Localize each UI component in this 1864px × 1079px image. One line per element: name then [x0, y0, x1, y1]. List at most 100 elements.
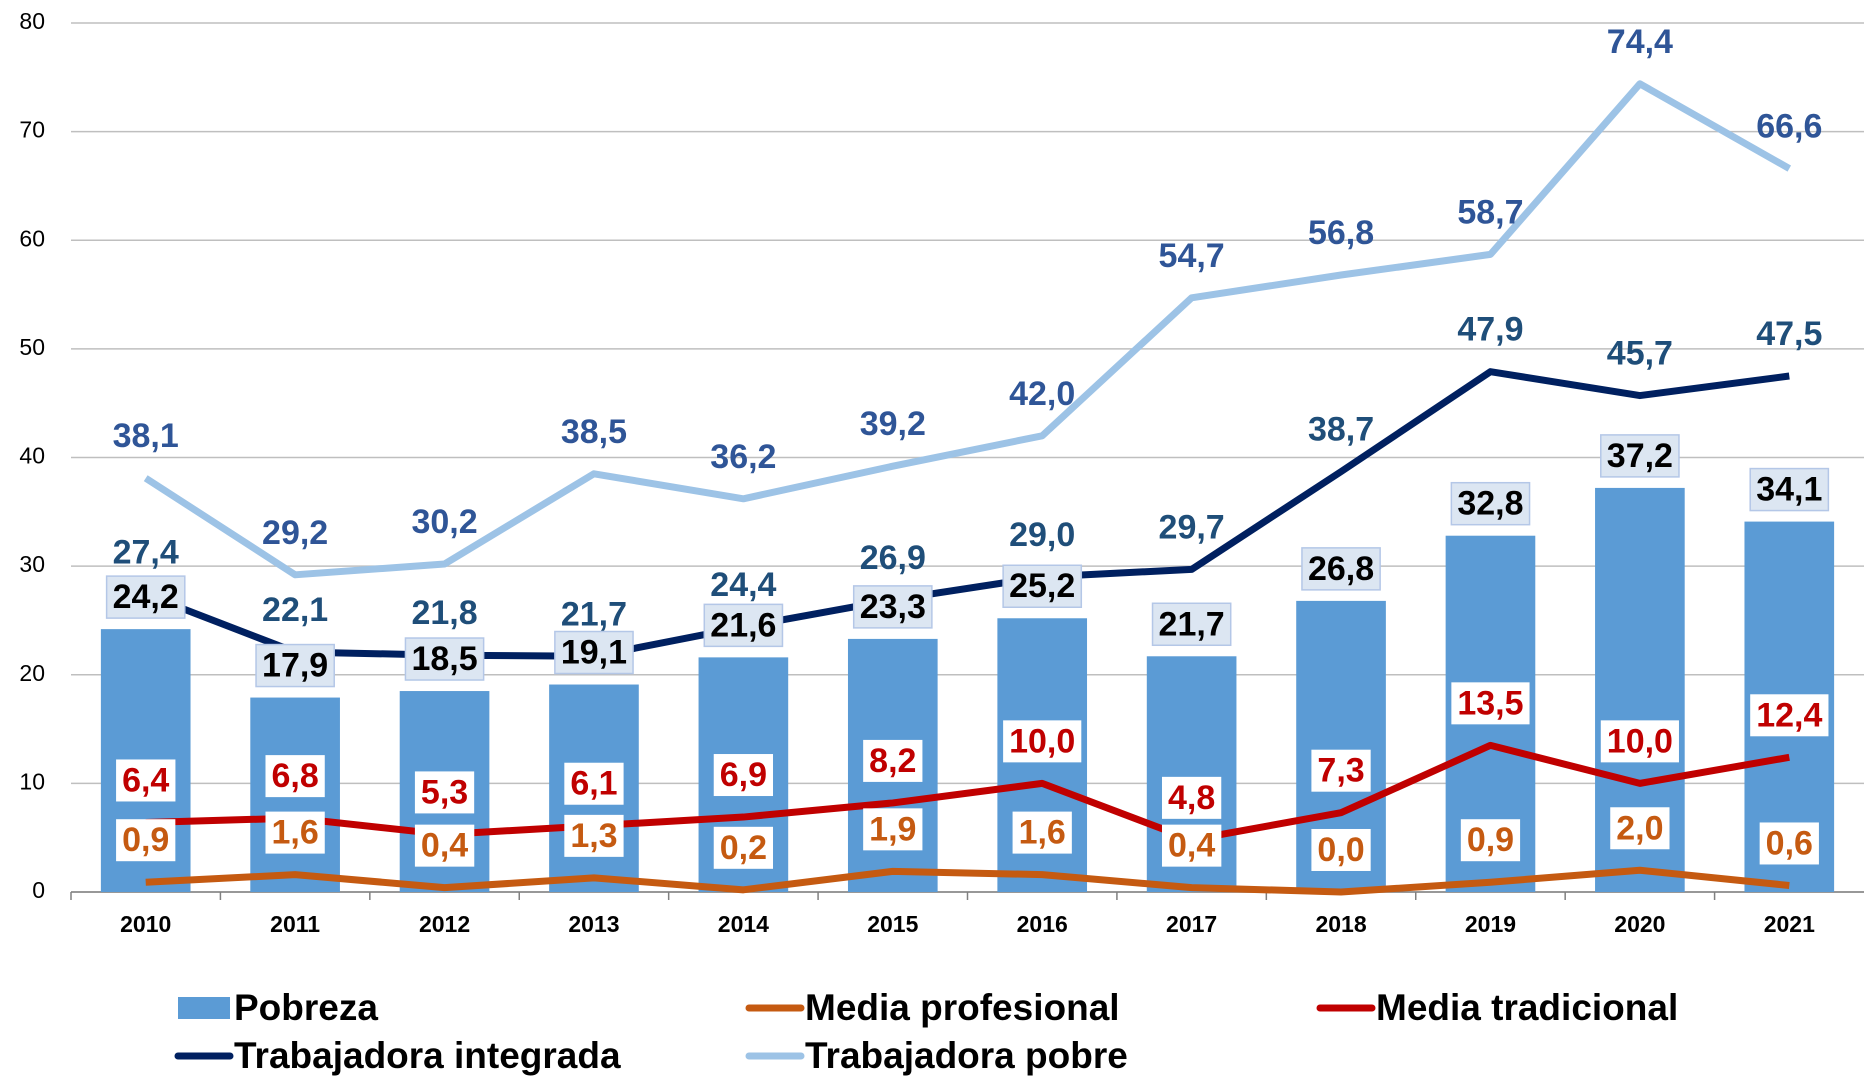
- data-label-group: 18,5: [404, 637, 485, 681]
- x-tick-label: 2017: [1166, 911, 1217, 937]
- data-label-group: 29,2: [262, 514, 328, 552]
- data-label-group: 6,4: [116, 759, 176, 802]
- x-tick-label: 2010: [120, 911, 171, 937]
- data-label: 29,2: [262, 514, 328, 552]
- data-label-group: 1,6: [265, 811, 325, 854]
- legend-swatch: [178, 997, 230, 1019]
- data-label-group: 5,3: [414, 771, 475, 814]
- data-label-group: 0,2: [713, 826, 774, 869]
- data-label-group: 10,0: [1600, 720, 1679, 763]
- data-label: 5,3: [421, 773, 468, 811]
- y-tick-label: 0: [32, 877, 45, 903]
- data-label-group: 24,2: [105, 575, 186, 619]
- data-label: 10,0: [1607, 722, 1673, 760]
- data-label-group: 54,7: [1159, 237, 1225, 275]
- label-background: [414, 771, 475, 814]
- data-label: 47,9: [1457, 311, 1523, 349]
- data-label: 13,5: [1457, 684, 1523, 722]
- data-label: 4,8: [1168, 779, 1215, 817]
- data-label-group: 42,0: [1009, 375, 1075, 413]
- data-label: 29,0: [1009, 516, 1075, 554]
- label-background: [863, 808, 923, 851]
- data-label: 19,1: [561, 634, 627, 672]
- data-label: 0,2: [720, 829, 767, 867]
- data-label: 42,0: [1009, 375, 1075, 413]
- data-label-group: 29,7: [1159, 508, 1225, 546]
- label-background: [1311, 749, 1371, 792]
- line: [145, 866, 1790, 896]
- data-label-group: 22,1: [262, 591, 328, 629]
- data-label-group: 66,6: [1756, 108, 1822, 146]
- label-background: [1749, 467, 1830, 512]
- line: [145, 741, 1790, 844]
- data-label: 7,3: [1317, 752, 1364, 790]
- data-label-group: 56,8: [1308, 214, 1374, 252]
- data-label: 66,6: [1756, 108, 1822, 146]
- data-label-group: 24,4: [710, 566, 776, 604]
- label-background: [1750, 694, 1829, 737]
- data-label-group: 21,7: [1151, 602, 1232, 647]
- legend-label: Media tradicional: [1376, 987, 1678, 1028]
- data-label: 8,2: [869, 742, 916, 780]
- y-tick-label: 10: [19, 768, 45, 794]
- data-label: 39,2: [860, 405, 926, 443]
- label-background: [1450, 481, 1531, 526]
- data-label: 34,1: [1756, 471, 1822, 509]
- data-label: 24,4: [710, 566, 776, 604]
- line: [144, 368, 1790, 660]
- data-label-group: 47,5: [1756, 315, 1822, 353]
- data-label: 21,7: [1159, 605, 1225, 643]
- data-label-group: 0,0: [1311, 828, 1371, 871]
- data-label: 27,4: [113, 533, 179, 571]
- data-label: 18,5: [411, 640, 477, 678]
- data-label-group: 1,3: [564, 814, 624, 857]
- label-background: [116, 759, 176, 802]
- data-label-group: 6,1: [564, 762, 624, 805]
- label-background: [863, 739, 923, 782]
- data-label: 6,8: [271, 757, 318, 795]
- data-label-group: 6,8: [265, 755, 325, 798]
- data-label: 21,7: [561, 595, 627, 633]
- data-label-group: 45,7: [1607, 335, 1673, 373]
- label-background: [1151, 602, 1232, 647]
- data-label-group: 7,3: [1311, 749, 1371, 792]
- data-label: 38,7: [1308, 411, 1374, 449]
- data-label: 0,4: [421, 827, 468, 865]
- label-background: [1460, 819, 1521, 862]
- data-label: 6,4: [122, 761, 169, 799]
- data-label-group: 0,6: [1759, 822, 1819, 865]
- label-background: [1311, 828, 1371, 871]
- data-label: 10,0: [1009, 722, 1075, 760]
- data-label: 1,3: [570, 817, 617, 855]
- legend-label: Trabajadora integrada: [234, 1035, 621, 1076]
- data-label: 36,2: [710, 438, 776, 476]
- data-label: 21,6: [710, 606, 776, 644]
- x-tick-label: 2016: [1017, 911, 1068, 937]
- data-label: 0,0: [1317, 831, 1364, 869]
- x-tick-label: 2019: [1465, 911, 1516, 937]
- label-background: [1002, 564, 1083, 608]
- data-label-group: 23,3: [852, 585, 933, 629]
- data-label-group: 4,8: [1161, 776, 1222, 819]
- data-label-group: 21,6: [703, 603, 784, 648]
- data-label: 47,5: [1756, 315, 1822, 353]
- data-label-group: 29,0: [1009, 516, 1075, 554]
- legend-label: Trabajadora pobre: [805, 1035, 1128, 1076]
- data-label: 22,1: [262, 591, 328, 629]
- label-background: [1161, 776, 1222, 819]
- data-label-group: 27,4: [113, 533, 179, 571]
- data-label-group: 10,0: [1003, 720, 1082, 763]
- y-tick-label: 30: [19, 551, 45, 577]
- data-label: 58,7: [1457, 193, 1523, 231]
- x-tick-label: 2011: [270, 911, 320, 937]
- data-label: 30,2: [411, 503, 477, 541]
- label-background: [713, 754, 774, 797]
- label-background: [852, 585, 933, 629]
- data-label: 74,4: [1607, 23, 1673, 61]
- data-label: 1,6: [271, 814, 318, 852]
- data-label: 56,8: [1308, 214, 1374, 252]
- data-label-group: 30,2: [411, 503, 477, 541]
- label-background: [265, 755, 325, 798]
- data-label-group: 58,7: [1457, 193, 1523, 231]
- data-label: 21,8: [411, 594, 477, 632]
